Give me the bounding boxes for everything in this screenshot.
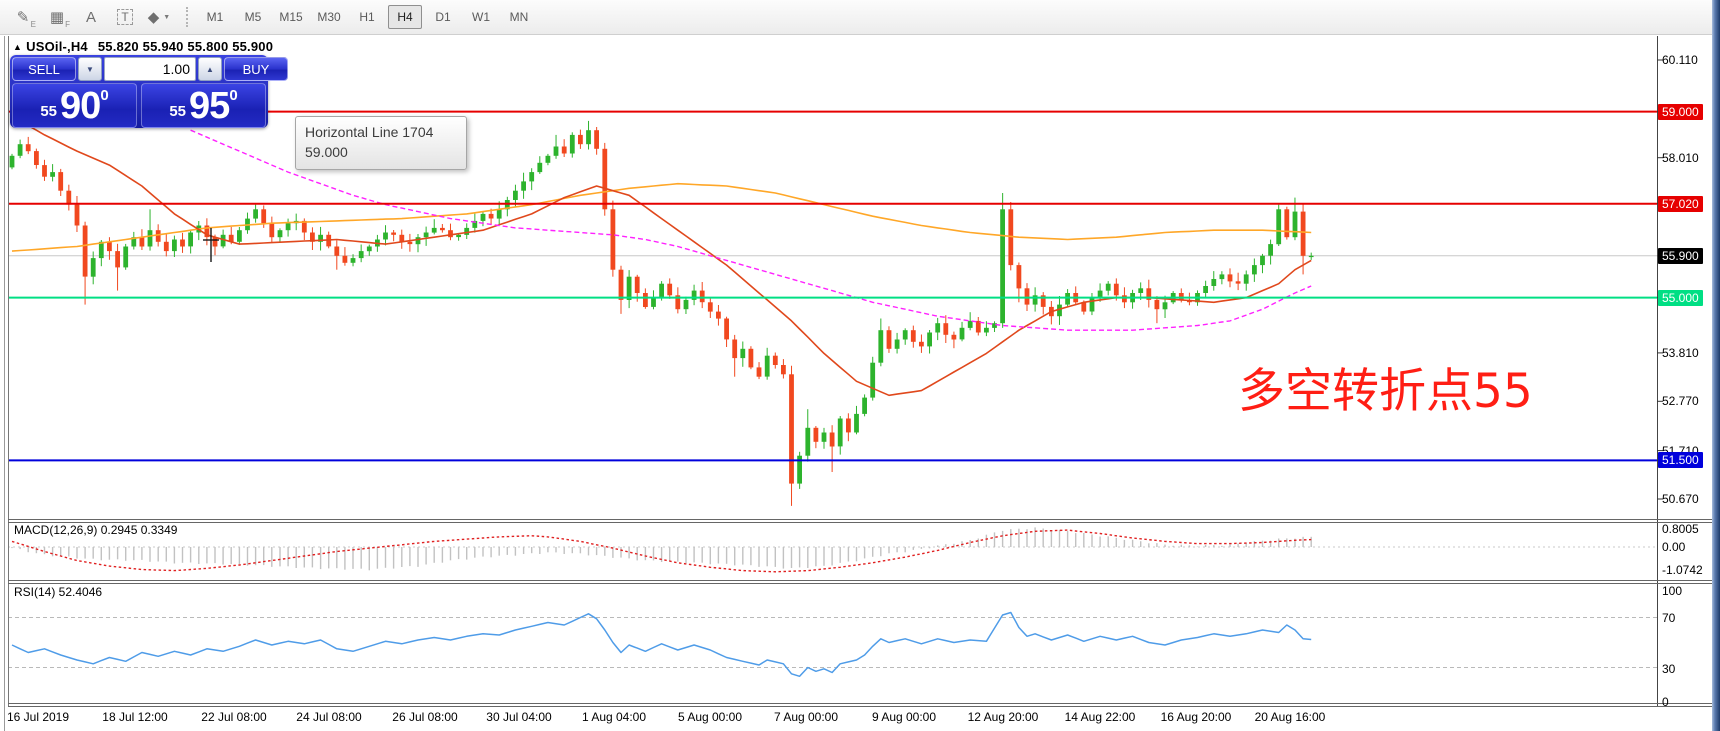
window-right-border bbox=[1712, 0, 1720, 731]
horizontal-level-lines[interactable] bbox=[8, 110, 1657, 462]
collapse-panel-icon[interactable]: ▲ bbox=[13, 42, 23, 52]
timeframe-m30[interactable]: M30 bbox=[317, 10, 341, 24]
timeframe-h1[interactable]: H1 bbox=[359, 10, 375, 24]
timeframe-mn[interactable]: MN bbox=[509, 10, 529, 24]
sell-price-prefix: 55 bbox=[40, 103, 58, 120]
timeframe-d1[interactable]: D1 bbox=[435, 10, 451, 24]
price-level-badge[interactable]: 55.900 bbox=[1658, 247, 1703, 264]
rsi-panel bbox=[8, 611, 1657, 678]
buy-price-main: 95 bbox=[189, 84, 230, 127]
date-axis-label[interactable]: 30 Jul 04:00 bbox=[486, 710, 552, 724]
date-axis-label[interactable]: 7 Aug 00:00 bbox=[773, 710, 839, 724]
tooltip-line1: Horizontal Line 1704 bbox=[305, 124, 434, 140]
timeframes-group: M1 M5 M15 M30 H1 H4 D1 W1 MN bbox=[196, 5, 538, 29]
rsi-axis-label: 30 bbox=[1662, 662, 1676, 676]
volume-input[interactable] bbox=[104, 57, 196, 81]
date-axis-label[interactable]: 1 Aug 04:00 bbox=[581, 710, 647, 724]
date-axis-label[interactable]: 22 Jul 08:00 bbox=[201, 710, 267, 724]
macd-panel bbox=[8, 527, 1657, 573]
timeframe-m15[interactable]: M15 bbox=[279, 10, 303, 24]
panel-borders bbox=[8, 36, 1712, 707]
date-axis-label[interactable]: 5 Aug 00:00 bbox=[677, 710, 743, 724]
price-level-badge[interactable]: 57.020 bbox=[1658, 195, 1703, 212]
date-axis-label[interactable]: 26 Jul 08:00 bbox=[392, 710, 458, 724]
macd-indicator-label: MACD(12,26,9) 0.2945 0.3349 bbox=[14, 523, 178, 537]
date-axis-label[interactable]: 20 Aug 16:00 bbox=[1254, 710, 1326, 724]
chart-text-annotation: 多空转折点55 bbox=[1238, 364, 1533, 419]
price-level-badge[interactable]: 51.500 bbox=[1658, 452, 1703, 469]
timeframe-w1[interactable]: W1 bbox=[472, 10, 490, 24]
macd-axis-label: 0.00 bbox=[1662, 540, 1686, 554]
sell-price-sup: 0 bbox=[100, 87, 109, 104]
crosshair-cursor bbox=[203, 228, 219, 262]
macd-axis-label: 0.8005 bbox=[1662, 522, 1699, 536]
trade-panel-prices: 55 90 0 55 95 0 bbox=[12, 83, 266, 128]
date-axis-label[interactable]: 12 Aug 20:00 bbox=[967, 710, 1039, 724]
date-axis-label[interactable]: 14 Aug 22:00 bbox=[1064, 710, 1136, 724]
macd-axis-label: -1.0742 bbox=[1662, 563, 1703, 577]
horizontal-line-tooltip: Horizontal Line 1704 59.000 bbox=[295, 116, 467, 170]
buy-price-prefix: 55 bbox=[169, 103, 187, 120]
volume-decrease-button[interactable]: ▼ bbox=[78, 57, 102, 81]
volume-increase-button[interactable]: ▲ bbox=[198, 57, 222, 81]
date-axis-label[interactable]: 24 Jul 08:00 bbox=[296, 710, 362, 724]
date-axis-label[interactable]: 18 Jul 12:00 bbox=[102, 710, 168, 724]
price-level-badge[interactable]: 55.000 bbox=[1658, 289, 1703, 306]
buy-price-sup: 0 bbox=[229, 87, 238, 104]
price-axis-tick: 52.770 bbox=[1662, 394, 1699, 409]
timeframe-m1[interactable]: M1 bbox=[206, 10, 224, 24]
chart-edit-icon[interactable]: ✎ E bbox=[16, 9, 36, 29]
text-label-icon[interactable]: A bbox=[85, 8, 96, 26]
timeframe-h4[interactable]: H4 bbox=[388, 5, 422, 29]
date-axis-label[interactable]: 16 Jul 2019 bbox=[6, 710, 70, 724]
date-axis-label[interactable]: 16 Aug 20:00 bbox=[1160, 710, 1232, 724]
moving-averages bbox=[11, 115, 1312, 397]
sell-price-box[interactable]: 55 90 0 bbox=[12, 83, 137, 128]
drawing-tools-group: ✎ E ▦ F A T ◆ ▼ bbox=[6, 4, 176, 30]
price-axis-tick: 53.810 bbox=[1662, 345, 1699, 360]
price-axis-tick: 58.010 bbox=[1662, 150, 1699, 165]
main-toolbar: ✎ E ▦ F A T ◆ ▼ M1 M5 M15 M30 H1 H4 D1 W1 MN bbox=[0, 0, 1720, 35]
candles bbox=[9, 120, 1314, 506]
ohlc-values: 55.820 55.940 55.800 55.900 bbox=[97, 39, 274, 54]
rsi-axis-label: 100 bbox=[1662, 584, 1683, 598]
timeframe-m5[interactable]: M5 bbox=[244, 10, 262, 24]
text-box-icon[interactable]: T bbox=[109, 4, 141, 30]
sell-button[interactable]: SELL bbox=[12, 57, 76, 81]
chart-title: ▲ USOil-,H4 55.820 55.940 55.800 55.900 bbox=[13, 39, 273, 54]
price-axis-tick: 60.110 bbox=[1662, 53, 1698, 67]
price-axis-tick: 50.670 bbox=[1662, 491, 1699, 506]
grid-icon[interactable]: ▦ F bbox=[49, 9, 70, 29]
sell-price-main: 90 bbox=[60, 84, 101, 127]
symbol-period-label: USOil-,H4 bbox=[26, 39, 88, 54]
rsi-axis-label: 70 bbox=[1662, 611, 1676, 625]
toolbar-separator bbox=[186, 7, 188, 27]
date-axis-label[interactable]: 9 Aug 00:00 bbox=[871, 710, 937, 724]
shapes-icon[interactable]: ◆ ▼ bbox=[147, 9, 171, 26]
one-click-trading-panel: SELL ▼ ▲ BUY 55 90 0 55 95 0 bbox=[10, 55, 288, 128]
price-level-badge[interactable]: 59.000 bbox=[1658, 103, 1703, 120]
buy-button[interactable]: BUY bbox=[224, 57, 288, 81]
rsi-axis-label: 0 bbox=[1662, 695, 1669, 709]
tooltip-line2: 59.000 bbox=[305, 144, 348, 161]
trade-panel-header: SELL ▼ ▲ BUY bbox=[12, 57, 288, 81]
window-left-border bbox=[4, 36, 5, 731]
buy-price-box[interactable]: 55 95 0 bbox=[141, 83, 266, 128]
rsi-indicator-label: RSI(14) 52.4046 bbox=[14, 585, 103, 599]
price-chart-canvas[interactable] bbox=[8, 36, 1712, 731]
